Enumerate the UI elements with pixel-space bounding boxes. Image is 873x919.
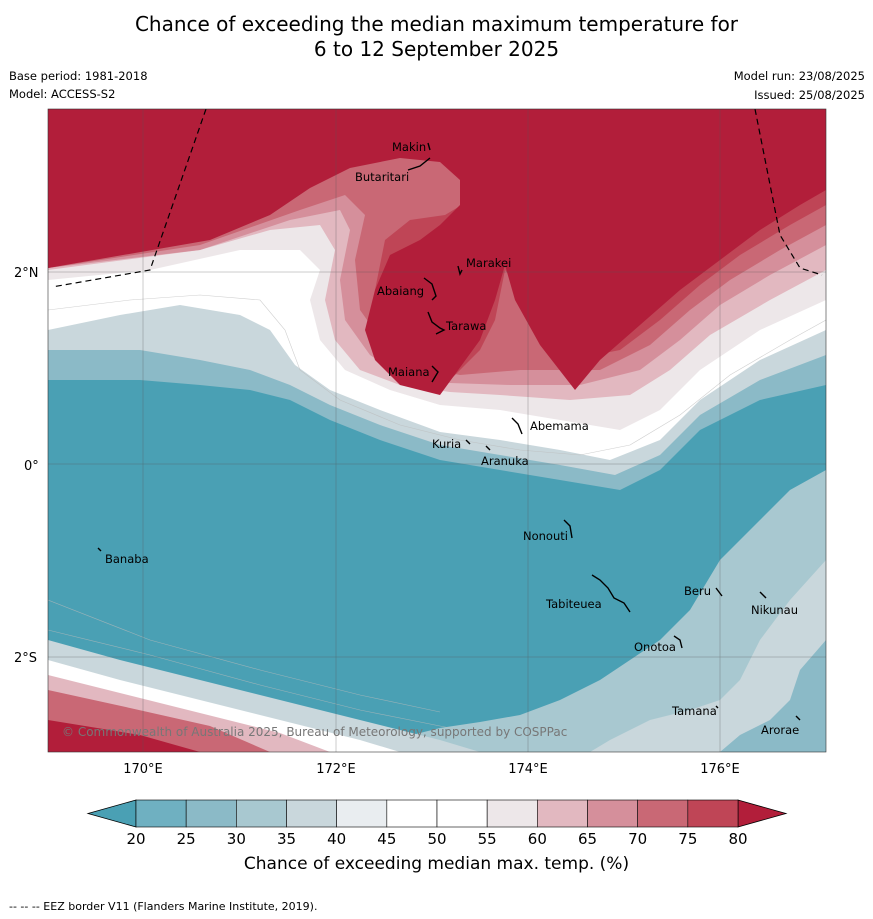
place-tamana: Tamana — [671, 704, 717, 718]
colorbar-tick-label: 50 — [427, 830, 446, 848]
title-line-1: Chance of exceeding the median maximum t… — [134, 12, 739, 36]
place-nonouti: Nonouti — [523, 529, 568, 543]
colorbar-tick-label: 35 — [277, 830, 296, 848]
colorbar-tick-label: 75 — [678, 830, 697, 848]
colorbar-tick-label: 45 — [377, 830, 396, 848]
colorbar-tick-label: 20 — [126, 830, 145, 848]
colorbar-tick-label: 30 — [227, 830, 246, 848]
colorbar-segment — [185, 799, 237, 828]
eez-legend-note: -- -- -- EEZ border V11 (Flanders Marine… — [9, 900, 318, 913]
model-run-date: Model run: 23/08/2025 — [733, 69, 865, 83]
colorbar: 20 25 30 35 40 45 50 55 60 65 70 75 80 — [86, 799, 788, 848]
colorbar-segment — [386, 799, 438, 828]
contour-lines — [48, 294, 826, 731]
place-banaba: Banaba — [105, 552, 149, 566]
colorbar-tick-label: 55 — [478, 830, 497, 848]
colorbar-tick-label: 25 — [177, 830, 196, 848]
issued-date: Issued: 25/08/2025 — [754, 88, 865, 102]
title-line-2: 6 to 12 September 2025 — [313, 37, 560, 61]
probability-field: Makin Butaritari Marakei Abaiang Tarawa … — [48, 109, 826, 752]
place-makin: Makin — [392, 140, 426, 154]
place-nikunau: Nikunau — [751, 603, 798, 617]
model-name: Model: ACCESS-S2 — [9, 87, 116, 101]
islands — [97, 142, 801, 721]
map-frame — [47, 108, 827, 753]
colorbar-segment — [486, 799, 538, 828]
place-arorae: Arorae — [761, 723, 799, 737]
eez-border — [51, 109, 823, 288]
colorbar-segment — [637, 799, 689, 828]
lat-label-0: 0° — [24, 459, 39, 474]
place-tabiteuea: Tabiteuea — [545, 597, 602, 611]
colorbar-tick-label: 70 — [628, 830, 647, 848]
place-onotoa: Onotoa — [634, 640, 676, 654]
lon-label-176: 176°E — [700, 762, 740, 777]
place-marakei: Marakei — [466, 256, 511, 270]
place-labels: Makin Butaritari Marakei Abaiang Tarawa … — [105, 140, 799, 737]
lon-label-172: 172°E — [316, 762, 356, 777]
copyright-notice: © Commonwealth of Australia 2025, Bureau… — [62, 725, 567, 739]
base-period: Base period: 1981-2018 — [9, 69, 148, 83]
colorbar-tick-label: 60 — [528, 830, 547, 848]
place-beru: Beru — [684, 584, 711, 598]
place-abaiang: Abaiang — [377, 284, 424, 298]
colorbar-tick-label: 65 — [578, 830, 597, 848]
colorbar-segment — [687, 799, 739, 828]
forecast-map: Makin Butaritari Marakei Abaiang Tarawa … — [14, 108, 827, 848]
colorbar-tick-label: 80 — [728, 830, 747, 848]
colorbar-segment — [587, 799, 638, 828]
place-butaritari: Butaritari — [355, 170, 409, 184]
colorbar-segment — [135, 799, 187, 828]
colorbar-segment — [537, 799, 588, 828]
graticule — [48, 109, 826, 752]
place-maiana: Maiana — [388, 365, 430, 379]
colorbar-title: Chance of exceeding median max. temp. (%… — [243, 854, 630, 874]
colorbar-segment — [286, 799, 337, 828]
place-tarawa: Tarawa — [445, 319, 486, 333]
colorbar-high-extension — [737, 799, 788, 828]
place-abemama: Abemama — [530, 419, 589, 433]
place-aranuka: Aranuka — [481, 454, 529, 468]
lat-label-2s: 2°S — [14, 651, 37, 666]
lon-label-170: 170°E — [123, 762, 163, 777]
colorbar-segment — [236, 799, 287, 828]
colorbar-segment — [436, 799, 488, 828]
place-kuria: Kuria — [432, 437, 461, 451]
lon-label-174: 174°E — [508, 762, 548, 777]
colorbar-segment — [336, 799, 388, 828]
lat-label-2n: 2°N — [14, 266, 39, 281]
colorbar-low-extension — [86, 799, 137, 828]
colorbar-tick-label: 40 — [327, 830, 346, 848]
